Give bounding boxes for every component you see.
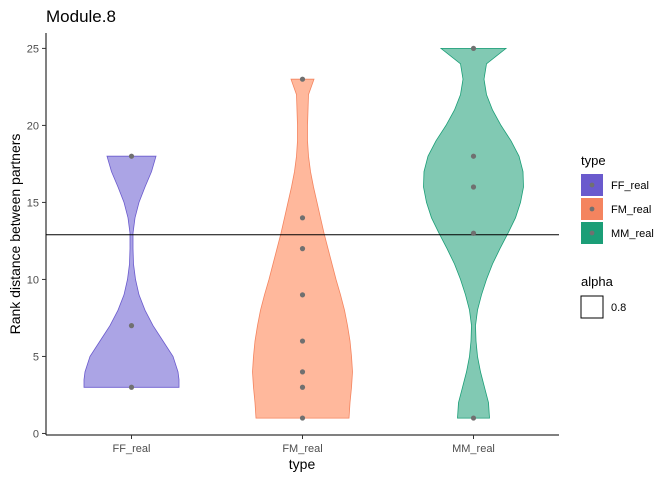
data-point-FF_real bbox=[128, 384, 135, 390]
legend-alpha-key bbox=[580, 295, 604, 319]
legend-label-FF_real: FF_real bbox=[611, 180, 649, 192]
data-point-FF_real bbox=[128, 323, 135, 329]
y-tick-label: 15 bbox=[27, 197, 39, 209]
data-point-FM_real bbox=[299, 76, 306, 82]
data-point-MM_real bbox=[470, 415, 477, 421]
y-tick-label: 0 bbox=[33, 428, 39, 440]
y-tick-label: 20 bbox=[27, 120, 39, 132]
x-axis-title: type bbox=[289, 456, 316, 472]
legend-key-point bbox=[589, 230, 595, 236]
data-point-FM_real bbox=[299, 246, 306, 252]
data-point-FM_real bbox=[299, 215, 306, 221]
data-point-FM_real bbox=[299, 338, 306, 344]
legend: type FF_real FM_real MM_real alpha 0.8 bbox=[580, 153, 654, 319]
y-axis-title: Rank distance between partners bbox=[7, 134, 23, 335]
legend-key-point bbox=[589, 206, 595, 212]
violin-layer bbox=[83, 48, 524, 419]
x-tick-label: MM_real bbox=[452, 443, 495, 455]
data-point-MM_real bbox=[470, 230, 477, 236]
y-tick-label: 10 bbox=[27, 274, 39, 286]
legend-label-MM_real: MM_real bbox=[611, 228, 654, 240]
legend-key-point bbox=[589, 182, 595, 188]
violin-FF_real bbox=[83, 155, 180, 388]
x-tick-label: FF_real bbox=[113, 443, 151, 455]
data-point-FM_real bbox=[299, 384, 306, 390]
x-axis-ticks: FF_real FM_real MM_real bbox=[113, 435, 495, 455]
data-point-FM_real bbox=[299, 292, 306, 298]
data-point-MM_real bbox=[470, 45, 477, 52]
point-layer bbox=[128, 45, 477, 421]
data-point-FF_real bbox=[128, 153, 135, 159]
data-point-FM_real bbox=[299, 415, 306, 421]
data-point-MM_real bbox=[470, 184, 477, 190]
legend-title-alpha: alpha bbox=[581, 274, 614, 289]
chart-title: Module.8 bbox=[46, 7, 116, 26]
y-tick-label: 5 bbox=[33, 351, 39, 363]
data-point-FM_real bbox=[299, 369, 306, 375]
legend-alpha-label: 0.8 bbox=[611, 302, 626, 314]
y-tick-label: 25 bbox=[27, 43, 39, 55]
legend-title-type: type bbox=[581, 153, 606, 168]
data-point-MM_real bbox=[470, 153, 477, 159]
y-axis-ticks: 0 5 10 15 20 25 bbox=[27, 43, 46, 440]
legend-label-FM_real: FM_real bbox=[611, 204, 651, 216]
x-tick-label: FM_real bbox=[282, 443, 322, 455]
